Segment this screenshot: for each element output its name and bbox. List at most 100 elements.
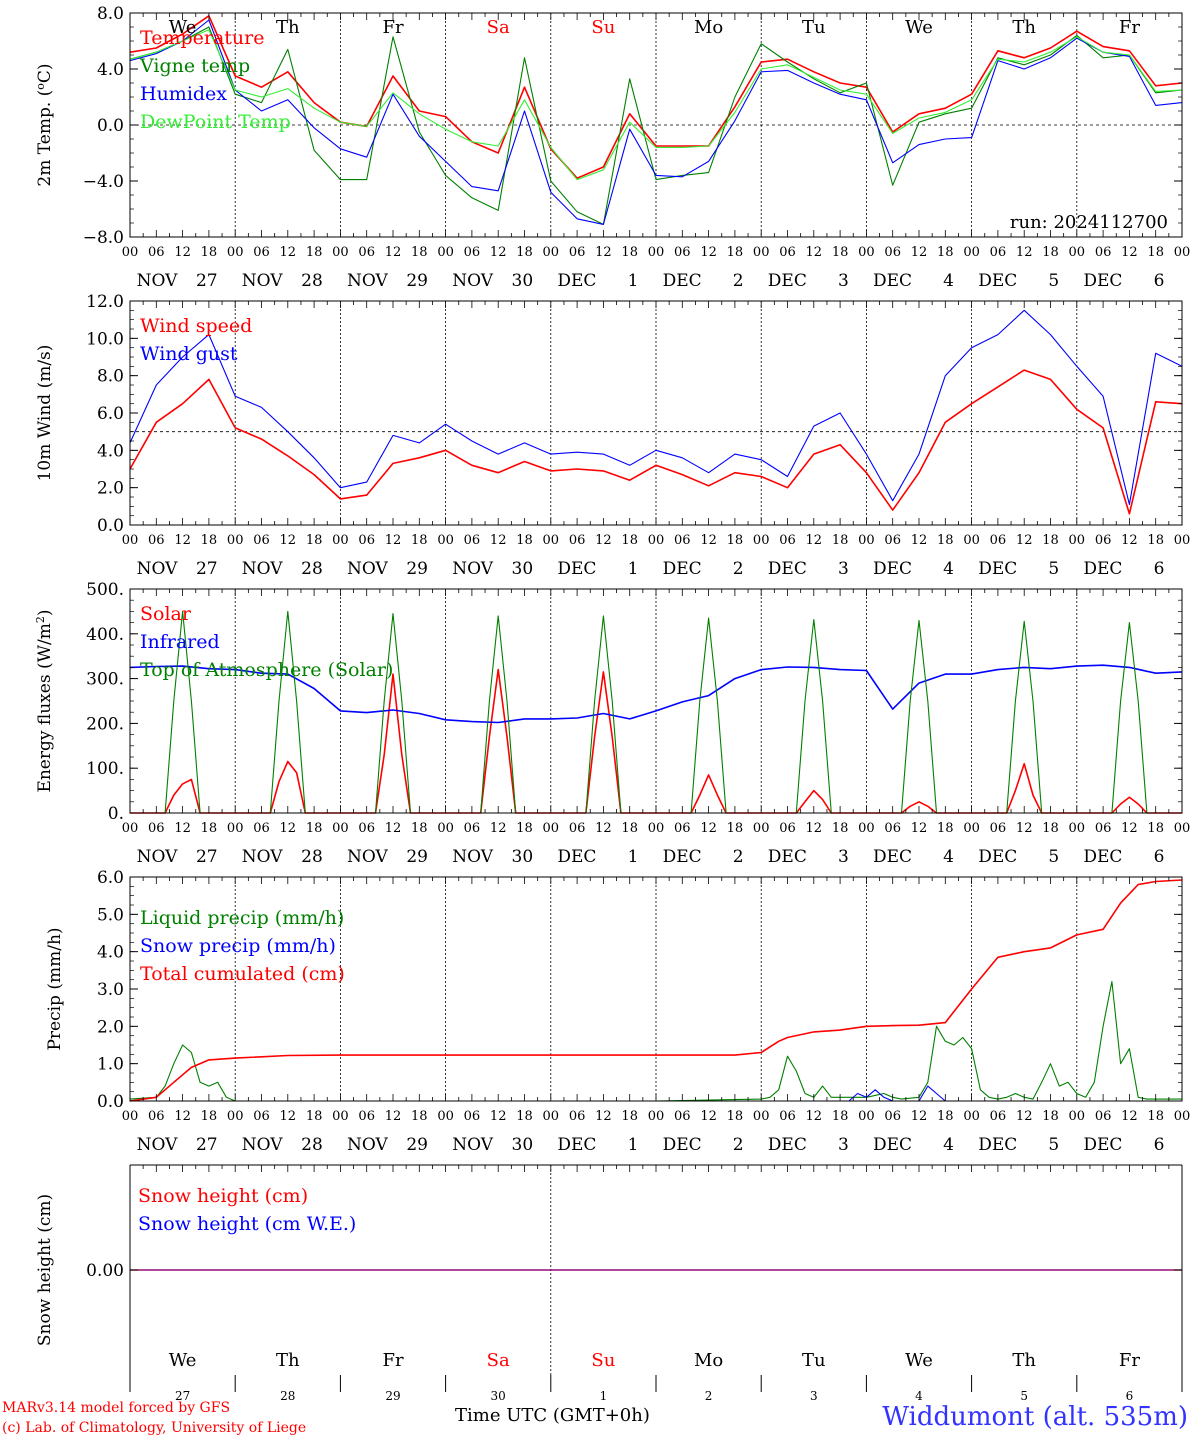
- hour-label-2-7-1: 06: [884, 821, 901, 836]
- date-label-day-2-4: 1: [628, 847, 639, 867]
- hour-label-3-4-1: 06: [569, 1109, 586, 1124]
- weekday-label-top-1: Th: [276, 17, 300, 38]
- date-label-day-2-3: 30: [512, 847, 534, 867]
- hour-label-0-8-1: 06: [990, 245, 1007, 260]
- date-label-day-3-4: 1: [628, 1135, 639, 1155]
- y-tick-label-1-1: 10.0: [86, 329, 124, 349]
- series-line-3-0: [129, 980, 1182, 1102]
- y-tick-label-3-2: 4.0: [97, 943, 124, 963]
- hour-label-1-2-1: 06: [358, 533, 375, 548]
- hour-label-1-7-2: 12: [911, 533, 928, 548]
- date-label-1-0: NOV: [137, 559, 179, 579]
- date-label-day-0-8: 5: [1048, 271, 1059, 291]
- hour-label-0-3-1: 06: [464, 245, 481, 260]
- day-number-4: 1: [600, 1389, 608, 1403]
- day-number-7: 4: [915, 1389, 923, 1403]
- hour-label-2-8-3: 18: [1042, 821, 1059, 836]
- date-label-day-0-5: 2: [733, 271, 744, 291]
- series-line-1-0: [129, 369, 1183, 515]
- model-credit: MARv3.14 model forced by GFS: [2, 1400, 231, 1416]
- hour-label-1-2-3: 18: [411, 533, 428, 548]
- hour-label-1-5-1: 06: [674, 533, 691, 548]
- hour-label-0-1-2: 12: [280, 245, 297, 260]
- legend-entry-0-2: Humidex: [140, 83, 227, 105]
- date-label-0-1: NOV: [242, 271, 284, 291]
- hour-label-1-8-3: 18: [1042, 533, 1059, 548]
- hour-label-0-2-2: 12: [385, 245, 402, 260]
- date-label-3-7: DEC: [873, 1135, 912, 1155]
- hour-label-3-2-3: 18: [411, 1109, 428, 1124]
- hour-label-0-7-0: 00: [858, 245, 875, 260]
- legend-entry-4-1: Snow height (cm W.E.): [138, 1213, 356, 1235]
- series-line-0-3: [129, 29, 1183, 181]
- date-label-day-1-8: 5: [1048, 559, 1059, 579]
- date-label-day-0-6: 3: [838, 271, 849, 291]
- y-tick-label-2-3: 200.: [86, 714, 124, 734]
- hour-label-0-4-0: 00: [543, 245, 560, 260]
- date-label-day-0-7: 4: [943, 271, 954, 291]
- legend-entry-0-3: DewPoint Temp: [140, 111, 291, 133]
- hour-label-0-8-3: 18: [1042, 245, 1059, 260]
- legend-entry-0-1: Vigne temp: [139, 55, 250, 77]
- hour-label-3-2-1: 06: [358, 1109, 375, 1124]
- series-line-1-1: [129, 309, 1183, 506]
- hour-label-1-4-2: 12: [595, 533, 612, 548]
- weekday-label-bottom-1: Th: [276, 1350, 300, 1371]
- legend-entry-1-0: Wind speed: [140, 315, 252, 337]
- date-label-3-1: NOV: [242, 1135, 284, 1155]
- hour-label-1-1-3: 18: [306, 533, 323, 548]
- date-label-day-1-3: 30: [512, 559, 534, 579]
- date-label-day-0-0: 27: [196, 271, 218, 291]
- hour-label-2-5-1: 06: [674, 821, 691, 836]
- weekday-label-bottom-3: Sa: [487, 1350, 510, 1371]
- weekday-label-top-0: We: [169, 17, 197, 38]
- hour-label-3-3-2: 12: [490, 1109, 507, 1124]
- date-label-day-3-2: 29: [406, 1135, 428, 1155]
- legend-entry-4-0: Snow height (cm): [138, 1185, 308, 1207]
- y-axis-label-0: 2m Temp. (oC): [34, 63, 55, 186]
- y-axis-label-3: Precip (mm/h): [45, 927, 65, 1050]
- legend-entry-1-1: Wind gust: [140, 343, 238, 365]
- hour-label-2-2-2: 12: [385, 821, 402, 836]
- y-tick-label-1-4: 4.0: [97, 441, 124, 461]
- date-label-day-2-6: 3: [838, 847, 849, 867]
- date-label-1-3: NOV: [452, 559, 494, 579]
- hour-label-0-8-0: 00: [963, 245, 980, 260]
- hour-label-0-3-3: 18: [516, 245, 533, 260]
- hour-label-1-3-1: 06: [464, 533, 481, 548]
- hour-label-3-6-2: 12: [806, 1109, 823, 1124]
- hour-label-0-3-0: 00: [437, 245, 454, 260]
- hour-label-3-3-1: 06: [464, 1109, 481, 1124]
- hour-label-1-3-3: 18: [516, 533, 533, 548]
- weekday-label-top-4: Su: [591, 17, 615, 38]
- hour-label-0-8-2: 12: [1016, 245, 1033, 260]
- date-label-day-3-8: 5: [1048, 1135, 1059, 1155]
- hour-label-1-1-0: 00: [227, 533, 244, 548]
- hour-label-3-6-3: 18: [832, 1109, 849, 1124]
- y-tick-label-0-1: 4.0: [97, 60, 124, 80]
- weekday-label-bottom-4: Su: [591, 1350, 615, 1371]
- legend-entry-0-0: Temperature: [140, 27, 264, 49]
- date-label-day-0-4: 1: [628, 271, 639, 291]
- hour-label-3-6-1: 06: [779, 1109, 796, 1124]
- y-tick-label-0-4: −8.0: [83, 228, 124, 248]
- hour-label-0-7-1: 06: [884, 245, 901, 260]
- y-axis-label-1: 10m Wind (m/s): [35, 345, 55, 482]
- date-label-1-4: DEC: [557, 559, 596, 579]
- hour-label-2-2-3: 18: [411, 821, 428, 836]
- date-label-0-4: DEC: [557, 271, 596, 291]
- day-number-2: 29: [385, 1389, 400, 1403]
- hour-label-3-1-1: 06: [253, 1109, 270, 1124]
- date-label-0-5: DEC: [663, 271, 702, 291]
- hour-label-0-9-2: 12: [1121, 245, 1138, 260]
- hour-label-2-4-0: 00: [543, 821, 560, 836]
- date-label-2-8: DEC: [978, 847, 1017, 867]
- date-label-day-0-9: 6: [1154, 271, 1165, 291]
- hour-label-1-0-3: 18: [201, 533, 218, 548]
- hour-label-2-3-2: 12: [490, 821, 507, 836]
- hour-label-2-0-0: 00: [122, 821, 139, 836]
- run-label: run: 2024112700: [1010, 212, 1168, 233]
- hour-label-0-9-3: 18: [1147, 245, 1164, 260]
- hour-label-3-5-1: 06: [674, 1109, 691, 1124]
- date-label-1-9: DEC: [1083, 559, 1122, 579]
